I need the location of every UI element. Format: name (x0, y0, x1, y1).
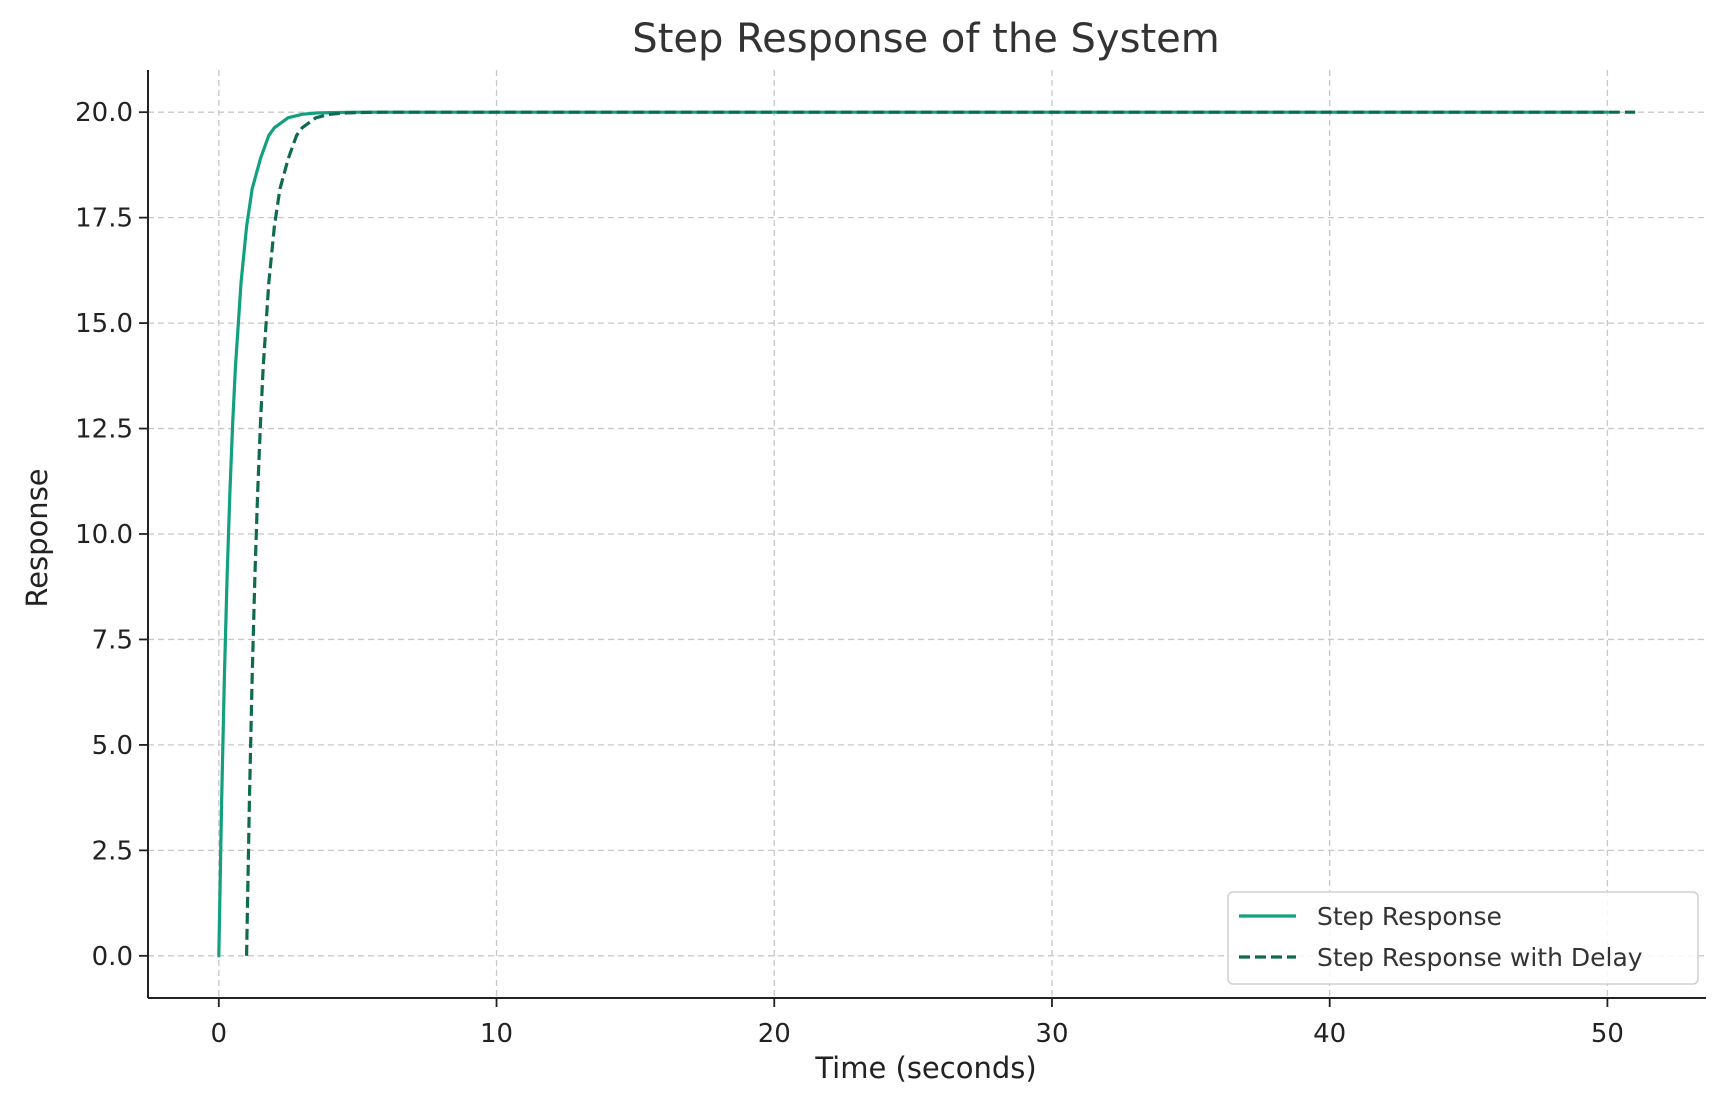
y-axis-title: Response (20, 468, 54, 607)
x-tick-label: 20 (758, 1019, 791, 1049)
series-layer (217, 110, 1636, 958)
y-tick-label: 12.5 (75, 415, 133, 445)
legend-label-1: Step Response (1317, 902, 1502, 931)
grid (148, 70, 1706, 998)
y-tick-label: 7.5 (92, 625, 133, 655)
x-tick-label: 10 (480, 1019, 513, 1049)
legend: Step Response Step Response with Delay (1227, 891, 1699, 985)
chart-title: Step Response of the System (632, 16, 1219, 62)
y-tick-label: 20.0 (75, 98, 133, 128)
legend-box (1227, 891, 1699, 985)
x-tick-label: 0 (211, 1019, 228, 1049)
x-tick-label: 30 (1035, 1019, 1068, 1049)
y-tick-label: 10.0 (75, 520, 133, 550)
y-tick-label: 15.0 (75, 309, 133, 339)
y-tick-label: 17.5 (75, 204, 133, 234)
series-line-2 (244, 110, 1636, 956)
y-tick-label: 0.0 (92, 942, 133, 972)
x-tick-label: 40 (1313, 1019, 1346, 1049)
ticks: 0 10 20 30 40 50 0.0 2.5 5.0 7.5 10.0 12.5 15.0 17.5 2… (75, 98, 1624, 1049)
y-tick-label: 2.5 (92, 836, 133, 866)
y-tick-label: 5.0 (92, 731, 133, 761)
x-axis-title: Time (seconds) (814, 1051, 1036, 1085)
x-tick-label: 50 (1591, 1019, 1624, 1049)
legend-label-2: Step Response with Delay (1317, 943, 1643, 972)
